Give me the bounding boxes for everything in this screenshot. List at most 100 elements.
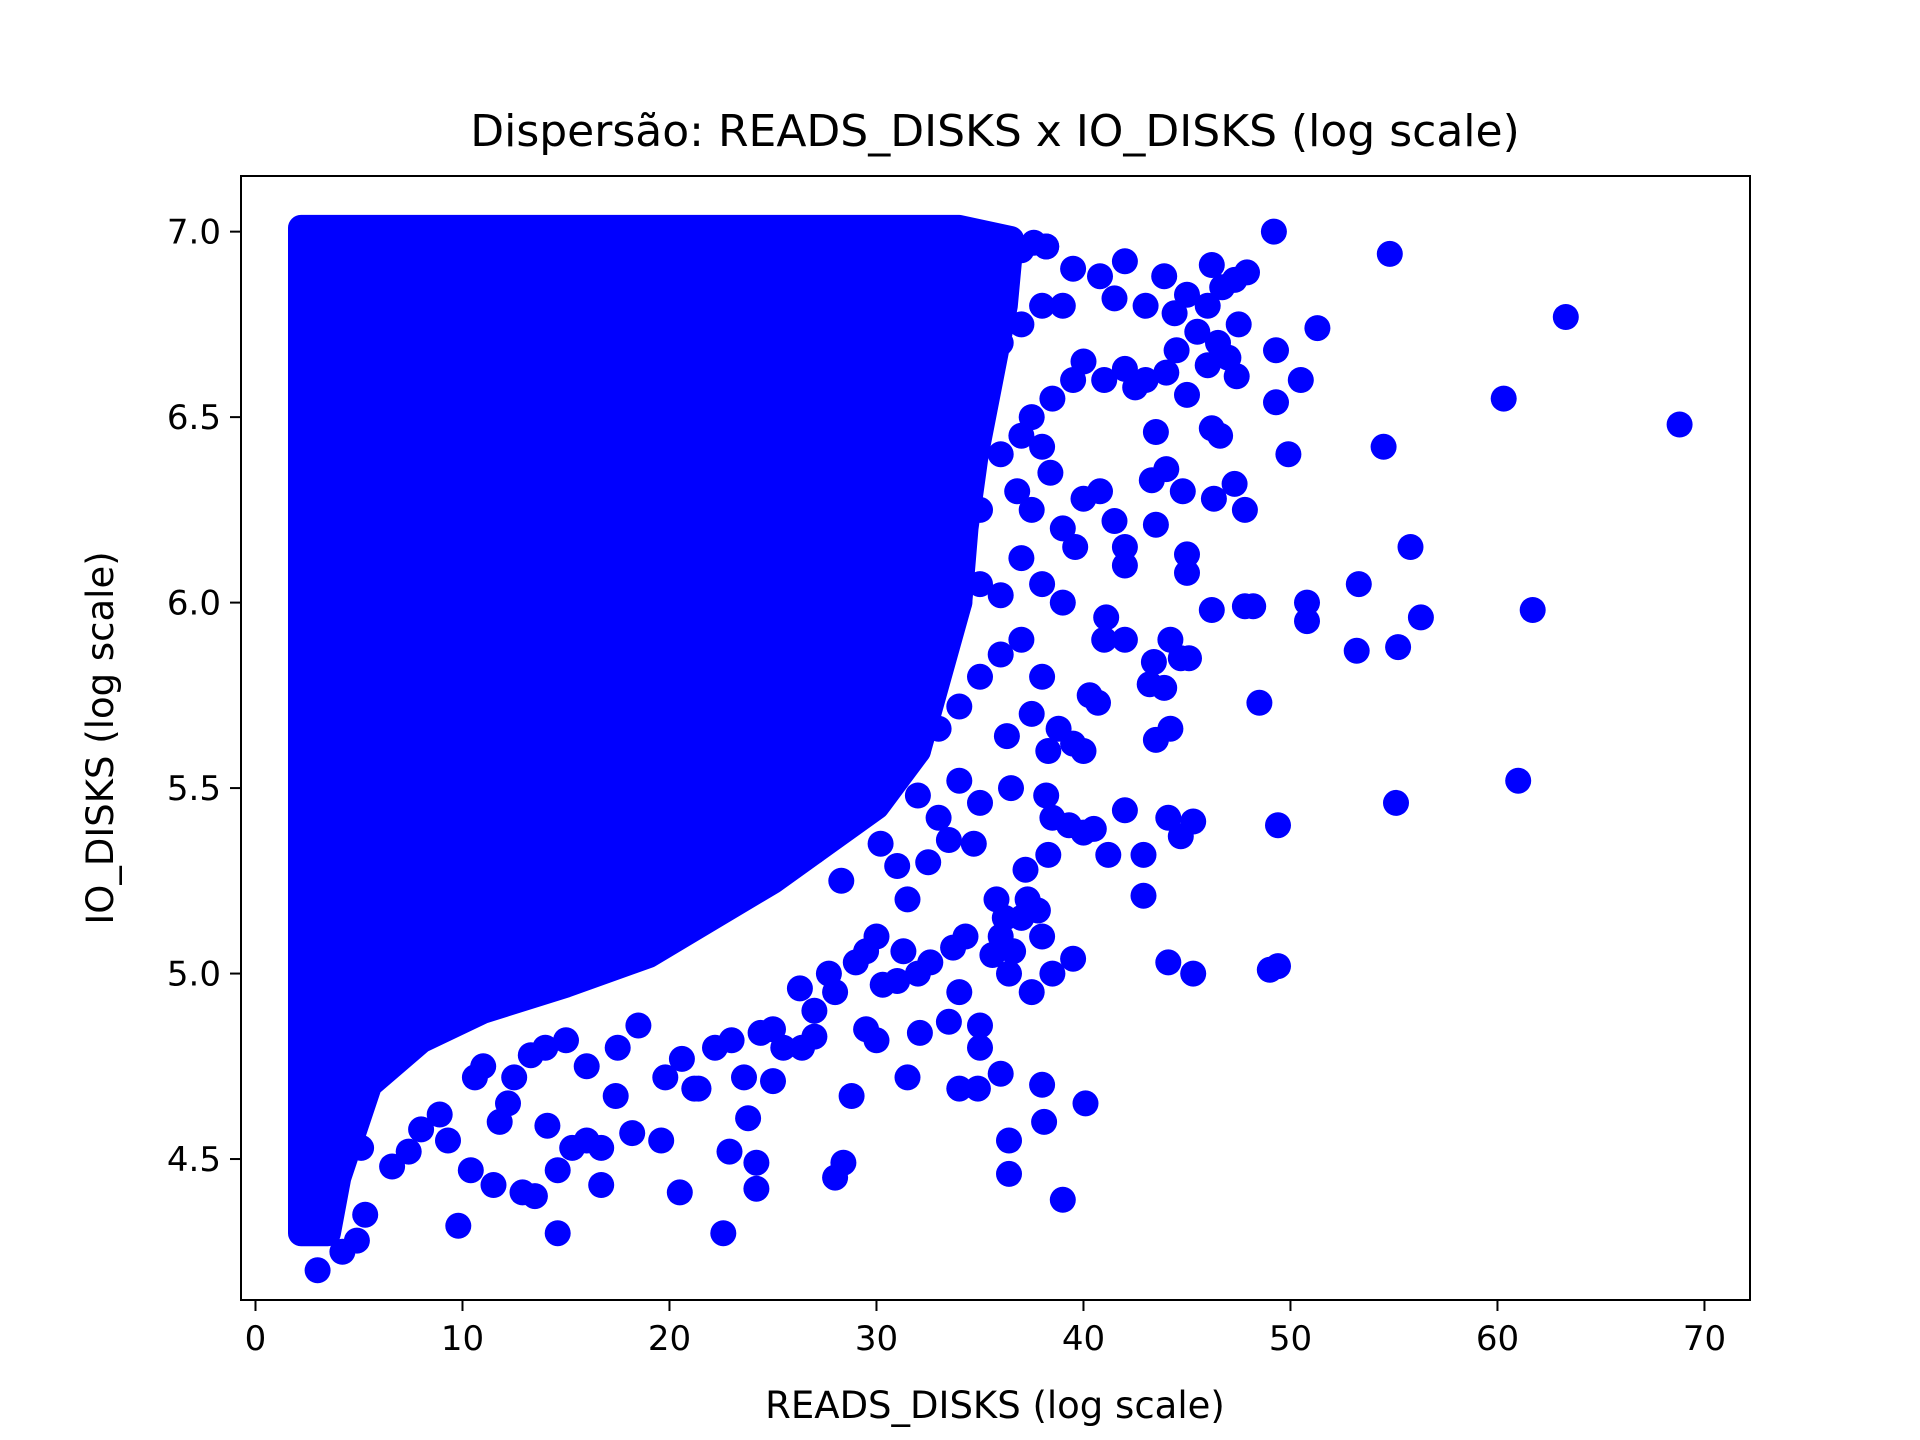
scatter-point	[1033, 233, 1060, 260]
scatter-point	[1397, 534, 1424, 560]
scatter-point	[946, 589, 973, 616]
scatter-point	[1304, 315, 1331, 342]
y-tick-label: 5.5	[167, 769, 221, 809]
x-tick-label: 10	[441, 1319, 484, 1359]
scatter-point	[1407, 604, 1434, 631]
scatter-point	[1018, 496, 1045, 523]
scatter-point	[588, 1172, 615, 1198]
scatter-point	[352, 1201, 379, 1228]
scatter-point	[1263, 389, 1289, 416]
scatter-point	[1207, 422, 1234, 449]
scatter-point	[884, 853, 911, 879]
scatter-point	[532, 1034, 559, 1061]
scatter-point	[739, 218, 766, 245]
scatter-point	[445, 1212, 472, 1239]
scatter-point	[1091, 626, 1118, 653]
scatter-point	[379, 1153, 406, 1180]
scatter-point	[441, 997, 468, 1024]
scatter-point	[1184, 318, 1211, 345]
y-tick-label: 6.0	[167, 584, 221, 624]
scatter-point	[1240, 593, 1267, 620]
scatter-point	[416, 1019, 443, 1046]
scatter-point	[925, 804, 952, 831]
scatter-point	[501, 1064, 528, 1091]
scatter-point	[863, 1027, 890, 1054]
scatter-point	[625, 1012, 652, 1039]
scatter-point	[1012, 856, 1039, 883]
scatter-point	[1231, 496, 1258, 523]
scatter-point	[1049, 515, 1076, 542]
scatter-point	[830, 1149, 857, 1176]
y-tick-label: 4.5	[167, 1140, 221, 1180]
x-tick-label: 60	[1476, 1319, 1519, 1359]
scatter-point	[656, 218, 683, 245]
scatter-point	[760, 1068, 786, 1095]
scatter-point	[786, 975, 813, 1002]
scatter-point	[801, 997, 828, 1024]
scatter-point	[588, 1134, 615, 1161]
scatter-point	[1039, 960, 1066, 987]
scatter-point	[1198, 597, 1225, 623]
scatter-point	[925, 715, 952, 742]
scatter-point	[495, 1090, 521, 1117]
scatter-point	[1087, 478, 1113, 505]
scatter-point	[747, 1019, 774, 1046]
scatter-point	[435, 1127, 461, 1154]
scatter-point	[470, 1053, 497, 1080]
scatter-point	[1000, 938, 1027, 965]
x-tick-label: 50	[1269, 1319, 1312, 1359]
scatter-point	[946, 693, 973, 720]
scatter-point	[1142, 419, 1169, 445]
scatter-point	[967, 1034, 993, 1061]
scatter-point	[1287, 367, 1314, 393]
plot-frame	[240, 175, 1751, 1301]
scatter-point	[710, 1220, 737, 1247]
scatter-point	[1087, 263, 1113, 290]
scatter-point	[1130, 841, 1157, 868]
scatter-point	[1029, 923, 1056, 950]
scatter-point	[867, 830, 894, 857]
scatter-point	[967, 496, 993, 523]
x-tick-label: 30	[855, 1319, 898, 1359]
scatter-point	[1200, 485, 1227, 512]
scatter-point	[573, 222, 600, 249]
scatter-point	[964, 1075, 991, 1102]
scatter-point	[457, 1157, 484, 1184]
scatter-point	[1018, 979, 1045, 1006]
scatter-point	[1132, 292, 1159, 319]
scatter-point	[408, 218, 435, 245]
scatter-point	[1070, 348, 1097, 375]
scatter-point	[1151, 674, 1178, 701]
scatter-point	[602, 1083, 629, 1109]
scatter-point	[1519, 597, 1546, 623]
scatter-point	[1130, 882, 1157, 909]
y-tick-label: 5.0	[167, 955, 221, 995]
scatter-point	[718, 1027, 745, 1054]
scatter-point	[348, 1134, 375, 1161]
scatter-point	[743, 1149, 770, 1176]
scatter-point	[1234, 259, 1260, 286]
scatter-point	[863, 226, 890, 253]
scatter-point	[987, 441, 1014, 468]
scatter-point	[1029, 663, 1056, 690]
scatter-point	[1194, 292, 1221, 319]
scatter-point	[648, 1127, 675, 1154]
scatter-point	[996, 1160, 1022, 1187]
y-axis-label: IO_DISKS (log scale)	[79, 551, 122, 924]
scatter-point	[1385, 634, 1412, 661]
scatter-point	[1018, 700, 1045, 727]
scatter-point	[770, 1034, 797, 1061]
scatter-point	[1132, 367, 1159, 393]
scatter-point	[894, 886, 921, 913]
scatter-point	[1072, 1090, 1099, 1117]
scatter-point	[343, 1227, 370, 1254]
scatter-point	[1111, 626, 1138, 653]
scatter-point	[1049, 292, 1076, 319]
scatter-point	[998, 775, 1024, 802]
scatter-point	[1552, 304, 1579, 330]
scatter-point	[987, 1060, 1014, 1087]
scatter-point	[1666, 411, 1693, 438]
scatter-point	[946, 979, 973, 1006]
scatter-point	[426, 1101, 453, 1128]
